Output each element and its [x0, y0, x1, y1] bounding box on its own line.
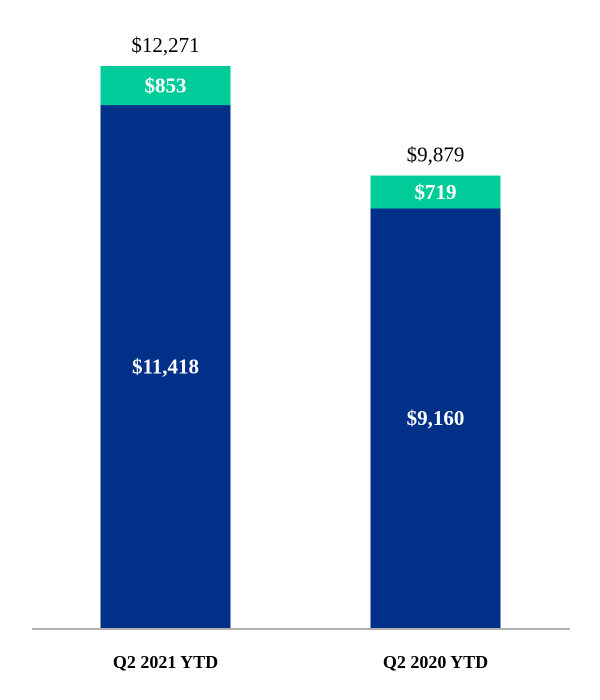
- segment-value-label: $9,160: [407, 406, 465, 430]
- bar-segment-1-2: [370, 208, 501, 628]
- bar-total-label: $9,879: [407, 143, 465, 167]
- bar-segment-2-2: [370, 175, 501, 209]
- segment-value-label: $853: [145, 74, 187, 98]
- bar-segment-2-1: [100, 66, 231, 106]
- x-category-label: Q2 2021 YTD: [113, 652, 218, 672]
- bar-segment-1-1: [100, 105, 231, 628]
- segment-value-label: $11,418: [132, 355, 199, 379]
- segment-value-label: $719: [415, 180, 457, 204]
- x-category-label: Q2 2020 YTD: [383, 652, 488, 672]
- bar-total-label: $12,271: [131, 33, 199, 57]
